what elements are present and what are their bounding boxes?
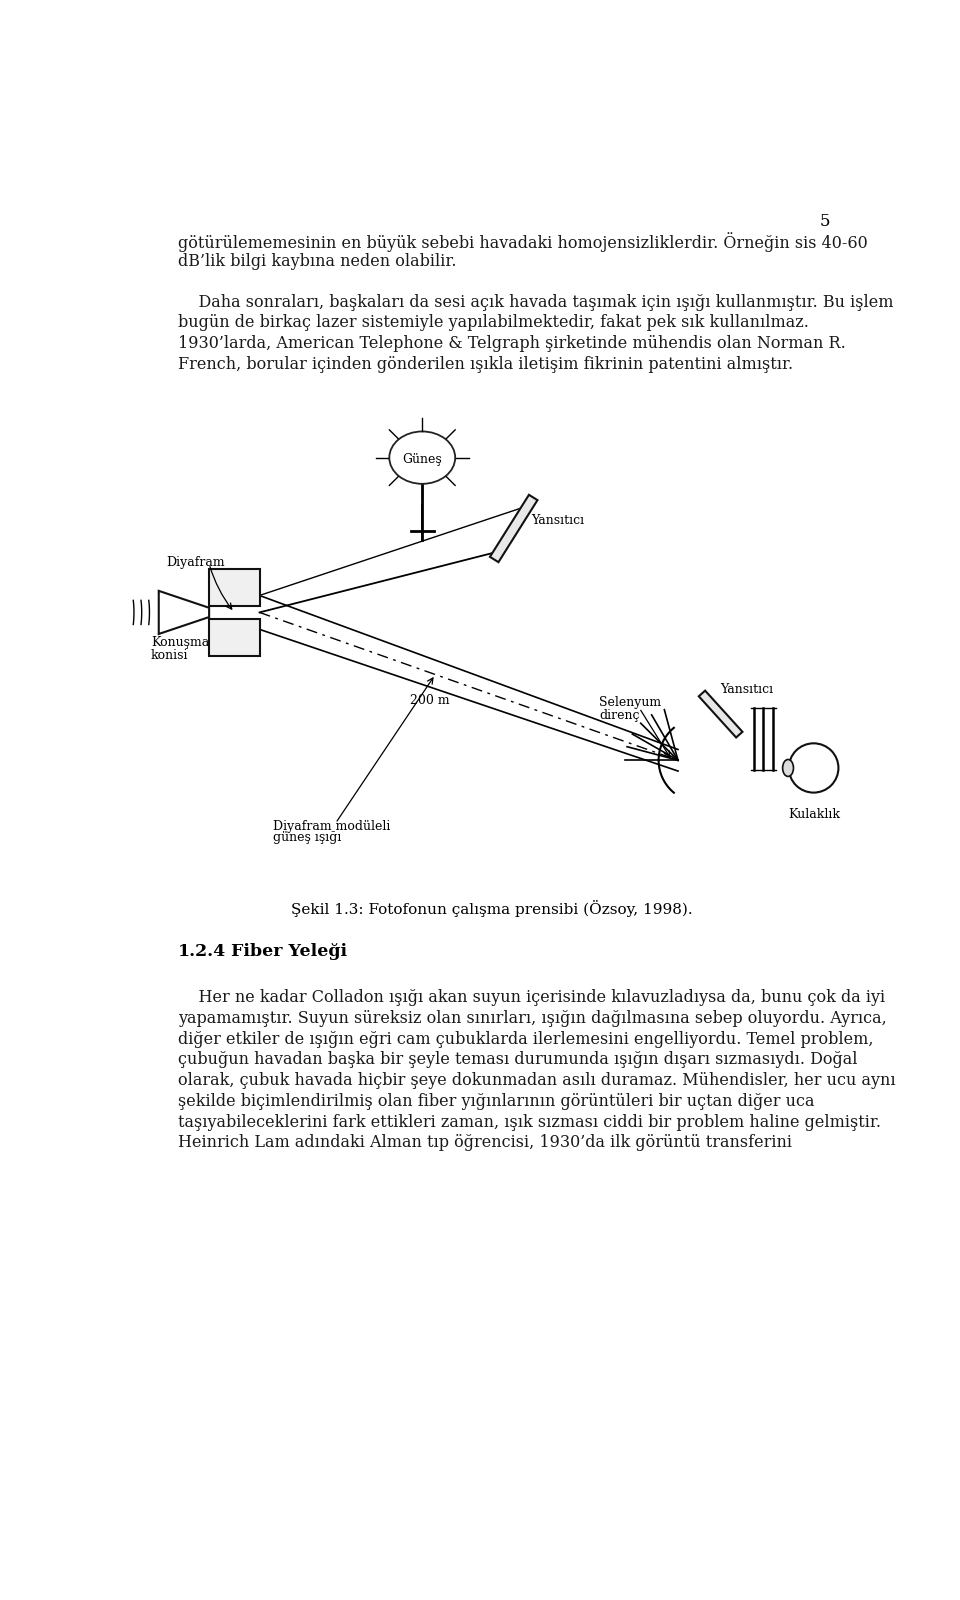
Text: olarak, çubuk havada hiçbir şeye dokunmadan asılı duramaz. Mühendisler, her ucu : olarak, çubuk havada hiçbir şeye dokunma… xyxy=(179,1072,896,1090)
Text: French, borular içinden gönderilen ışıkla iletişim fikrinin patentini almıştır.: French, borular içinden gönderilen ışıkl… xyxy=(179,357,793,373)
Text: bugün de birkaç lazer sistemiyle yapılabilmektedir, fakat pek sık kullanılmaz.: bugün de birkaç lazer sistemiyle yapılab… xyxy=(179,315,809,331)
Text: Konuşma: Konuşma xyxy=(151,635,209,648)
Text: taşıyabileceklerini fark ettikleri zaman, ışık sızması ciddi bir problem haline : taşıyabileceklerini fark ettikleri zaman… xyxy=(179,1114,881,1131)
Text: 1930’larda, American Telephone & Telgraph şirketinde mühendis olan Norman R.: 1930’larda, American Telephone & Telgrap… xyxy=(179,336,846,352)
Text: Daha sonraları, başkaları da sesi açık havada taşımak için ışığı kullanmıştır. B: Daha sonraları, başkaları da sesi açık h… xyxy=(179,294,894,310)
Text: 200 m: 200 m xyxy=(410,694,450,707)
Text: Güneş: Güneş xyxy=(402,453,443,466)
Text: Fiber Yeleği: Fiber Yeleği xyxy=(230,942,347,960)
Text: Yansıtıcı: Yansıtıcı xyxy=(531,514,584,526)
Polygon shape xyxy=(490,494,538,562)
Text: Diyafram modüleli: Diyafram modüleli xyxy=(274,819,391,832)
Text: Her ne kadar Colladon ışığı akan suyun içerisinde kılavuzladıysa da, bunu çok da: Her ne kadar Colladon ışığı akan suyun i… xyxy=(179,989,885,1006)
Text: çubuğun havadan başka bir şeyle teması durumunda ışığın dışarı sızmasıydı. Doğal: çubuğun havadan başka bir şeyle teması d… xyxy=(179,1051,857,1069)
Text: dB’lik bilgi kaybına neden olabilir.: dB’lik bilgi kaybına neden olabilir. xyxy=(179,253,457,270)
Text: Heinrich Lam adındaki Alman tıp öğrencisi, 1930’da ilk görüntü transferini: Heinrich Lam adındaki Alman tıp öğrencis… xyxy=(179,1134,792,1152)
Text: Selenyum: Selenyum xyxy=(599,696,661,709)
Text: şekilde biçimlendirilmiş olan fiber yığınlarının görüntüleri bir uçtan diğer uca: şekilde biçimlendirilmiş olan fiber yığı… xyxy=(179,1093,815,1110)
Ellipse shape xyxy=(782,760,794,776)
Bar xyxy=(209,619,259,656)
Text: Yansıtıcı: Yansıtıcı xyxy=(721,683,774,696)
Polygon shape xyxy=(699,691,742,738)
Text: götürülememesinin en büyük sebebi havadaki homojensizliklerdir. Örneğin sis 40-6: götürülememesinin en büyük sebebi havada… xyxy=(179,232,868,251)
Text: direnç: direnç xyxy=(599,709,639,723)
Text: Kulaklık: Kulaklık xyxy=(788,808,840,821)
Text: yapamamıştır. Suyun süreksiz olan sınırları, ışığın dağılmasına sebep oluyordu. : yapamamıştır. Suyun süreksiz olan sınırl… xyxy=(179,1010,887,1027)
Bar xyxy=(209,570,259,606)
Text: konisi: konisi xyxy=(151,648,188,662)
Text: Diyafram: Diyafram xyxy=(166,557,226,570)
Text: güneş ışığı: güneş ışığı xyxy=(274,830,342,845)
Text: Şekil 1.3: Fotofonun çalışma prensibi (Özsoy, 1998).: Şekil 1.3: Fotofonun çalışma prensibi (Ö… xyxy=(291,901,693,917)
Text: 5: 5 xyxy=(820,213,830,230)
Text: diğer etkiler de ışığın eğri cam çubuklarda ilerlemesini engelliyordu. Temel pro: diğer etkiler de ışığın eğri cam çubukla… xyxy=(179,1030,874,1048)
Text: 1.2.4: 1.2.4 xyxy=(179,942,227,960)
